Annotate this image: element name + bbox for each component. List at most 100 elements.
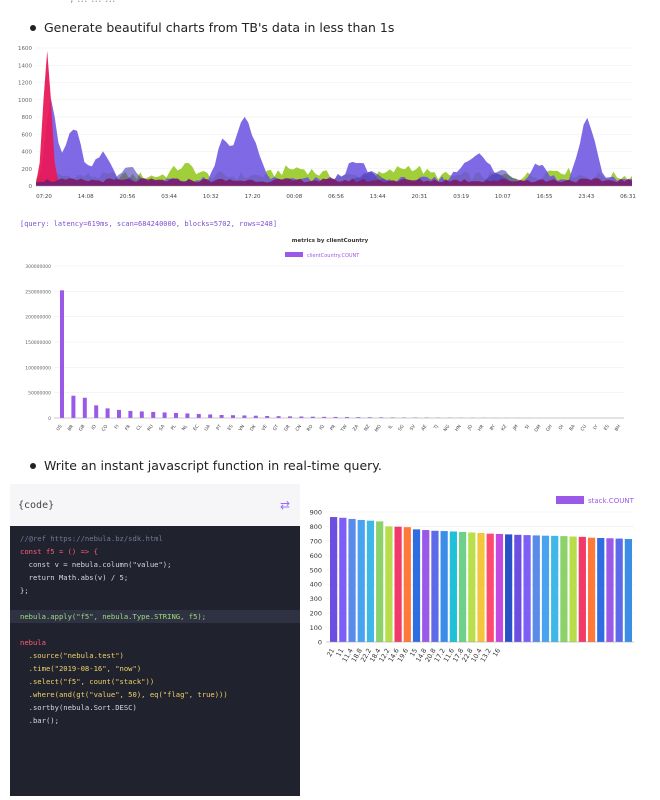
code-line: //@ref https://nebula.bz/sdk.html <box>20 534 163 543</box>
x-tick-label: 16 <box>491 647 502 658</box>
y-tick-label: 600 <box>22 132 33 138</box>
x-tick-label: AE <box>420 424 428 432</box>
bar <box>385 526 393 642</box>
x-tick-label: GH <box>545 424 554 433</box>
code-header: {code} ⇄ <box>10 484 300 526</box>
x-tick-label: DK <box>249 423 258 433</box>
bar <box>394 526 402 642</box>
area-series <box>36 178 632 186</box>
x-tick-label: RU <box>146 424 155 433</box>
bar <box>208 414 213 418</box>
y-tick-label: 900 <box>310 509 322 517</box>
legend-swatch <box>556 496 584 504</box>
x-tick-label: TJ <box>432 424 440 432</box>
bar <box>624 539 632 642</box>
bullet-dot-icon <box>30 462 36 469</box>
x-tick-label: BR <box>67 424 75 433</box>
x-tick-label: UA <box>203 423 212 432</box>
swap-arrows-icon[interactable]: ⇄ <box>279 498 290 512</box>
x-tick-label: CN <box>294 424 303 433</box>
x-tick-label: HN <box>454 424 463 433</box>
y-tick-label: 0 <box>318 639 322 647</box>
y-tick-label: 200 <box>310 610 322 618</box>
chart-title: metrics by clientCountry <box>292 238 369 244</box>
y-tick-label: 1400 <box>18 63 32 69</box>
y-tick-label: 600 <box>310 552 322 560</box>
bar <box>366 520 375 642</box>
x-tick-label: 20:56 <box>119 194 135 200</box>
area-series <box>36 98 632 186</box>
x-tick-label: SA <box>158 423 167 432</box>
y-tick-label: 400 <box>22 150 33 156</box>
bar <box>514 534 522 642</box>
bar <box>330 517 338 642</box>
code-label: {code} <box>18 499 55 511</box>
code-line: .where(and(gt("value", 50), eq("flag", t… <box>20 690 228 699</box>
x-tick-label: FI <box>113 424 120 431</box>
y-tick-label: 50000000 <box>28 391 51 397</box>
bar <box>569 536 577 642</box>
bar <box>348 518 356 642</box>
bar <box>541 535 550 642</box>
x-tick-label: 07:20 <box>36 194 52 200</box>
bar <box>253 415 258 418</box>
x-tick-label: 23:43 <box>578 194 594 200</box>
bar <box>196 413 201 418</box>
query-info: [query: latency=619ms, scan=684240000, b… <box>20 220 278 228</box>
x-tick-label: 03:19 <box>453 194 469 200</box>
bar <box>468 532 476 642</box>
y-tick-label: 700 <box>310 537 322 545</box>
x-tick-label: OI <box>558 424 566 431</box>
timeseries-area-chart: 0 200 400 600 800 1000 1200 1400 1600 07:20 14:08 2… <box>18 46 636 200</box>
bar <box>322 416 327 418</box>
y-tick-label: 200000000 <box>25 315 51 321</box>
x-tick-label: ES <box>226 424 234 432</box>
code-line: }; <box>20 586 29 595</box>
y-tick-label: 250000000 <box>25 289 51 295</box>
code-editor[interactable]: //@ref https://nebula.bz/sdk.html const f… <box>10 526 300 796</box>
x-tick-label: ID <box>90 423 98 431</box>
bar <box>174 412 178 418</box>
x-tick-label: IL <box>387 423 394 430</box>
x-tick-label: VE <box>261 424 269 432</box>
y-tick-label: 1600 <box>18 46 32 52</box>
code-line <box>20 623 290 636</box>
x-tick-label: US <box>55 424 64 433</box>
y-tick-label: 150000000 <box>25 340 51 346</box>
bar <box>615 538 623 642</box>
country-bar-chart: metrics by clientCountry clientCountry.CO… <box>25 238 624 434</box>
x-tick-label: 00:08 <box>286 194 302 200</box>
code-line: const f5 = () => { <box>20 547 98 556</box>
bar <box>523 535 531 642</box>
legend-label: stack.COUNT <box>588 497 635 505</box>
x-tick-label: 10:32 <box>203 194 219 200</box>
cut-off-text: , ... ... ... <box>70 0 115 5</box>
x-tick-label: 21 <box>325 647 336 658</box>
x-tick-label: CO <box>100 423 109 432</box>
bar <box>117 409 121 418</box>
bullet-charts-text: Generate beautiful charts from TB's data… <box>44 20 395 35</box>
x-tick-label: GB <box>78 424 87 433</box>
x-tick-label: HR <box>477 424 486 433</box>
x-tick-label: 15 <box>408 647 419 658</box>
bar <box>276 416 281 418</box>
y-tick-label: 100 <box>310 624 322 632</box>
code-line: .source("nebula.test") <box>20 651 124 660</box>
bar <box>333 416 338 418</box>
x-tick-label: VN <box>237 424 246 433</box>
x-tick-label: JM <box>511 424 520 433</box>
legend-swatch <box>285 252 303 257</box>
bar <box>532 535 540 642</box>
bar <box>151 411 156 418</box>
y-tick-label: 0 <box>29 184 33 190</box>
bar <box>477 532 485 642</box>
bar <box>231 415 235 418</box>
bar <box>265 415 270 418</box>
bar <box>412 529 421 642</box>
x-tick-label: 20:31 <box>411 194 427 200</box>
x-tick-label: LY <box>592 424 600 431</box>
x-tick-label: 16:55 <box>537 194 553 200</box>
x-tick-label: 11 <box>334 647 345 658</box>
code-line: .time("2019-08-16", "now") <box>20 664 142 673</box>
y-tick-label: 500 <box>310 566 322 574</box>
